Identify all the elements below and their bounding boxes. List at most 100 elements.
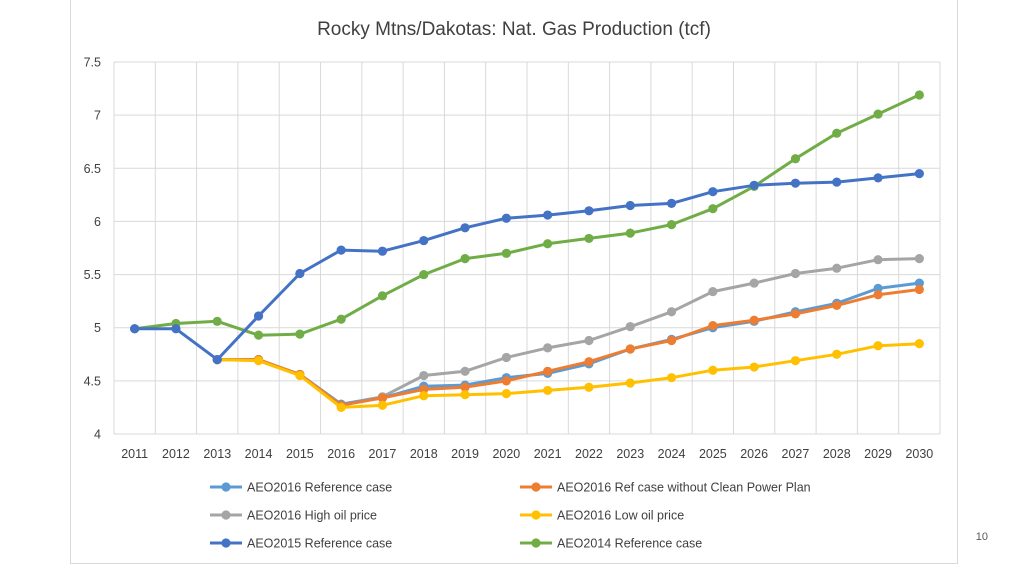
data-point	[914, 254, 924, 264]
data-point	[501, 248, 511, 258]
data-point	[460, 366, 470, 376]
legend-item: AEO2015 Reference case	[210, 537, 392, 551]
data-point	[336, 402, 346, 413]
x-tick-label: 2014	[245, 447, 273, 461]
legend-swatch-marker	[221, 510, 231, 520]
legend-item: AEO2016 Low oil price	[520, 509, 684, 523]
x-axis: 2011 2012 2013 2014 2015 2016 2017 2018 2019 2020…	[121, 447, 933, 461]
data-point	[419, 391, 429, 401]
data-point	[832, 349, 842, 359]
x-tick-label: 2012	[162, 447, 190, 461]
y-axis: 4 4.5 5 5.5 6 6.5 7 7.5	[84, 56, 101, 442]
legend-swatch-marker	[531, 510, 541, 520]
legend: AEO2016 Reference case AEO2016 Ref case w…	[210, 481, 811, 551]
legend-label: AEO2015 Reference case	[247, 537, 392, 551]
data-point	[584, 206, 594, 216]
data-point	[584, 233, 594, 244]
data-point	[171, 324, 181, 334]
data-point	[666, 335, 677, 346]
data-point	[914, 278, 924, 288]
data-point	[253, 330, 264, 340]
legend-item: AEO2016 Ref case without Clean Power Pla…	[520, 481, 811, 495]
data-point	[914, 90, 924, 100]
data-point	[790, 309, 801, 319]
x-tick-label: 2022	[575, 447, 603, 461]
series-aeo2014-reference-case	[130, 90, 924, 340]
data-point	[253, 311, 264, 321]
data-point	[212, 316, 222, 326]
data-point	[460, 254, 470, 264]
y-tick-label: 4	[94, 428, 101, 442]
data-point	[336, 245, 346, 255]
data-point	[873, 290, 883, 300]
data-point	[708, 286, 718, 297]
legend-label: AEO2016 Ref case without Clean Power Pla…	[557, 481, 811, 495]
legend-label: AEO2016 Reference case	[247, 481, 392, 495]
data-point	[584, 382, 594, 392]
y-tick-label: 7	[94, 109, 101, 123]
legend-swatch-marker	[531, 538, 541, 548]
x-tick-label: 2027	[782, 447, 810, 461]
y-tick-label: 6.5	[84, 162, 101, 176]
data-point	[419, 269, 429, 280]
series-aeo2015-reference-case	[130, 169, 924, 365]
data-point	[295, 268, 305, 279]
data-point	[501, 376, 511, 386]
data-point	[543, 239, 553, 249]
legend-label: AEO2016 Low oil price	[557, 509, 684, 523]
data-point	[749, 362, 759, 372]
data-point	[914, 339, 924, 349]
x-tick-label: 2017	[369, 447, 397, 461]
x-tick-label: 2028	[823, 447, 851, 461]
series-line	[215, 288, 921, 407]
series-aeo2016-low-oil-price	[212, 339, 924, 413]
data-point	[790, 356, 801, 366]
data-point	[914, 169, 924, 179]
data-point	[460, 382, 470, 392]
data-point	[419, 384, 429, 394]
data-point	[666, 373, 677, 383]
data-point	[501, 213, 511, 223]
y-tick-label: 6	[94, 215, 101, 229]
data-point	[873, 173, 883, 183]
data-point	[625, 344, 635, 354]
x-tick-label: 2023	[616, 447, 644, 461]
data-point	[584, 357, 594, 367]
x-tick-label: 2030	[905, 447, 933, 461]
data-point	[790, 268, 801, 279]
x-tick-label: 2026	[740, 447, 768, 461]
data-point	[625, 200, 635, 211]
data-point	[873, 255, 883, 265]
y-tick-label: 5	[94, 321, 101, 335]
legend-label: AEO2016 High oil price	[247, 509, 377, 523]
data-point	[873, 341, 883, 351]
x-tick-label: 2013	[203, 447, 231, 461]
page-number: 10	[975, 531, 988, 543]
data-point	[130, 324, 140, 334]
data-point	[419, 370, 429, 381]
series-layer	[130, 90, 924, 413]
y-tick-label: 4.5	[84, 374, 101, 388]
x-tick-label: 2018	[410, 447, 438, 461]
legend-item: AEO2016 High oil price	[210, 509, 377, 523]
data-point	[501, 389, 511, 399]
data-point	[295, 370, 305, 381]
data-point	[253, 356, 264, 366]
data-point	[543, 385, 553, 396]
x-tick-label: 2019	[451, 447, 479, 461]
data-point	[460, 390, 470, 400]
chart-title: Rocky Mtns/Dakotas: Nat. Gas Production …	[317, 19, 711, 40]
data-point	[377, 291, 388, 301]
data-point	[336, 314, 346, 324]
legend-item: AEO2014 Reference case	[520, 537, 702, 551]
x-tick-label: 2011	[121, 447, 148, 461]
data-point	[625, 378, 635, 388]
legend-swatch-marker	[531, 482, 541, 492]
data-point	[873, 283, 883, 293]
x-tick-label: 2020	[492, 447, 520, 461]
data-point	[832, 263, 842, 273]
data-point	[708, 187, 718, 197]
series-line	[133, 172, 921, 362]
data-point	[749, 315, 759, 325]
data-point	[625, 322, 635, 332]
